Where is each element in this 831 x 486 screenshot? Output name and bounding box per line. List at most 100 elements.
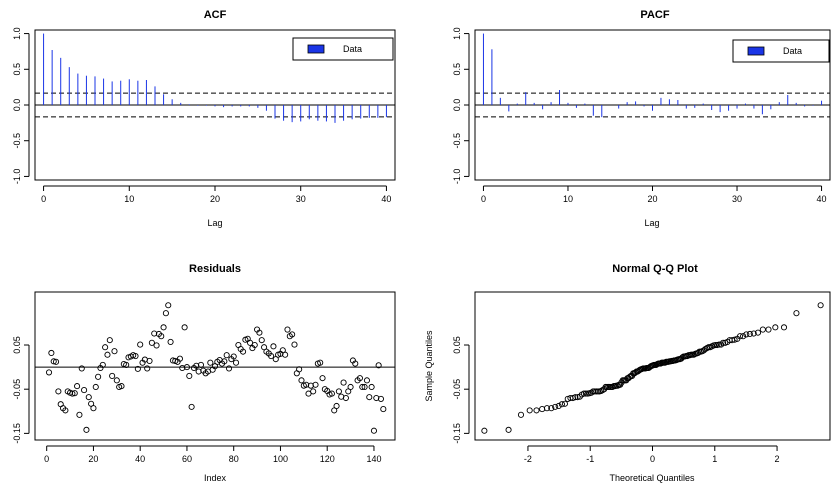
residuals-point [375, 362, 382, 369]
qq-point [716, 341, 723, 348]
residuals-point [71, 390, 78, 397]
pacf-x-tick-label: 20 [647, 194, 657, 204]
residuals-x-tick-label: 140 [366, 454, 381, 464]
pacf-legend: Data [732, 39, 830, 63]
residuals-x-tick-label: 40 [135, 454, 145, 464]
pacf-y-tick-label: -1.0 [452, 169, 462, 185]
qq-point [533, 407, 540, 414]
residuals-point [221, 358, 228, 365]
qq-y-axis: 0.05 -0.05 -0.15 [452, 336, 470, 444]
qq-point [580, 390, 587, 397]
acf-legend-box [292, 37, 394, 61]
residuals-point [230, 353, 237, 360]
residuals-point [207, 359, 214, 366]
residuals-point [99, 361, 106, 368]
qq-y-tick-label: -0.15 [452, 423, 462, 444]
qq-x-axis: -2 -1 0 1 2 [524, 445, 780, 464]
residuals-point [132, 353, 139, 360]
residuals-point [377, 395, 385, 402]
residuals-point [55, 388, 62, 395]
residuals-point [296, 366, 303, 373]
residuals-point [78, 365, 85, 372]
residuals-point [370, 427, 378, 434]
acf-x-tick-label: 20 [210, 194, 220, 204]
acf-x-tick-label: 30 [296, 194, 306, 204]
residuals-point [48, 349, 55, 357]
acf-y-tick-label: 0.5 [12, 63, 22, 76]
residuals-point [284, 326, 291, 333]
residuals-point [85, 394, 92, 401]
residuals-point [90, 405, 97, 412]
residuals-y-axis: 0.05 -0.05 -0.15 [12, 336, 30, 444]
qq-point [517, 411, 525, 418]
qq-point [561, 400, 568, 407]
residuals-point [197, 361, 205, 368]
pacf-y-tick-label: 1.0 [452, 27, 462, 40]
residuals-point [81, 387, 88, 394]
qq-point [526, 407, 533, 414]
qq-point [759, 326, 766, 333]
residuals-point [186, 372, 193, 379]
residuals-point [380, 406, 387, 413]
residuals-panel: Residuals 0 20 40 60 80 100 120 140 0.05 -0.05 -0… [12, 263, 396, 483]
acf-x-tick-label: 0 [41, 194, 46, 204]
qq-x-tick-label: 1 [712, 454, 717, 464]
acf-x-axis: 0 10 20 30 40 [41, 185, 391, 204]
qq-x-tick-label: -1 [586, 454, 594, 464]
residuals-point [363, 377, 370, 384]
residuals-point [95, 373, 102, 380]
residuals-point [251, 341, 258, 349]
residuals-x-tick-label: 20 [88, 454, 98, 464]
residuals-point [104, 351, 111, 358]
qq-x-label: Theoretical Quantiles [609, 473, 695, 483]
qq-y-tick-label: -0.05 [452, 379, 462, 400]
pacf-y-axis: 1.0 0.5 0.0 -0.5 -1.0 [452, 27, 470, 185]
residuals-point [361, 383, 368, 391]
qq-point [780, 324, 788, 331]
qq-point [793, 310, 800, 317]
residuals-point [167, 338, 174, 345]
qq-point [539, 406, 546, 413]
qq-point [505, 426, 512, 433]
acf-x-tick-label: 40 [381, 194, 391, 204]
pacf-y-tick-label: -0.5 [452, 133, 462, 149]
qq-point [750, 330, 757, 337]
residuals-point [74, 383, 81, 390]
residuals-x-label: Index [204, 473, 227, 483]
residuals-title: Residuals [189, 263, 241, 275]
residuals-point [83, 426, 90, 433]
qq-point [543, 405, 551, 412]
residuals-point [76, 411, 83, 418]
qq-point [572, 394, 579, 401]
acf-y-tick-label: -0.5 [12, 133, 22, 149]
residuals-point [69, 390, 76, 397]
qq-point [737, 333, 744, 340]
residuals-point [123, 361, 130, 368]
residuals-point [352, 360, 359, 367]
residuals-point [62, 407, 69, 414]
residuals-point [268, 353, 275, 360]
qq-point [740, 333, 747, 340]
residuals-y-tick-label: -0.15 [12, 423, 22, 444]
residuals-point [144, 365, 151, 372]
residuals-point [113, 377, 120, 384]
qq-point [555, 402, 562, 410]
qq-point [720, 339, 727, 346]
qq-point [574, 394, 581, 401]
acf-x-tick-label: 10 [124, 194, 134, 204]
qq-panel: Normal Q-Q Plot -2 -1 0 1 2 0.05 -0.05 -0.15 T… [424, 263, 831, 483]
qq-x-tick-label: -2 [524, 454, 532, 464]
acf-legend-swatch [307, 44, 325, 54]
residuals-point [176, 355, 183, 362]
residuals-point [45, 369, 53, 376]
residuals-point [289, 331, 296, 338]
pacf-panel: PACF 0 10 20 30 40 1.0 0.5 0.0 -0.5 -1.0 Lag Dat… [452, 9, 831, 228]
acf-legend-label: Data [343, 44, 362, 54]
residuals-point [270, 343, 277, 350]
residuals-point [153, 342, 160, 349]
residuals-x-tick-label: 120 [320, 454, 335, 464]
qq-point [552, 403, 559, 410]
residuals-point [368, 383, 375, 391]
residuals-point [335, 388, 342, 395]
